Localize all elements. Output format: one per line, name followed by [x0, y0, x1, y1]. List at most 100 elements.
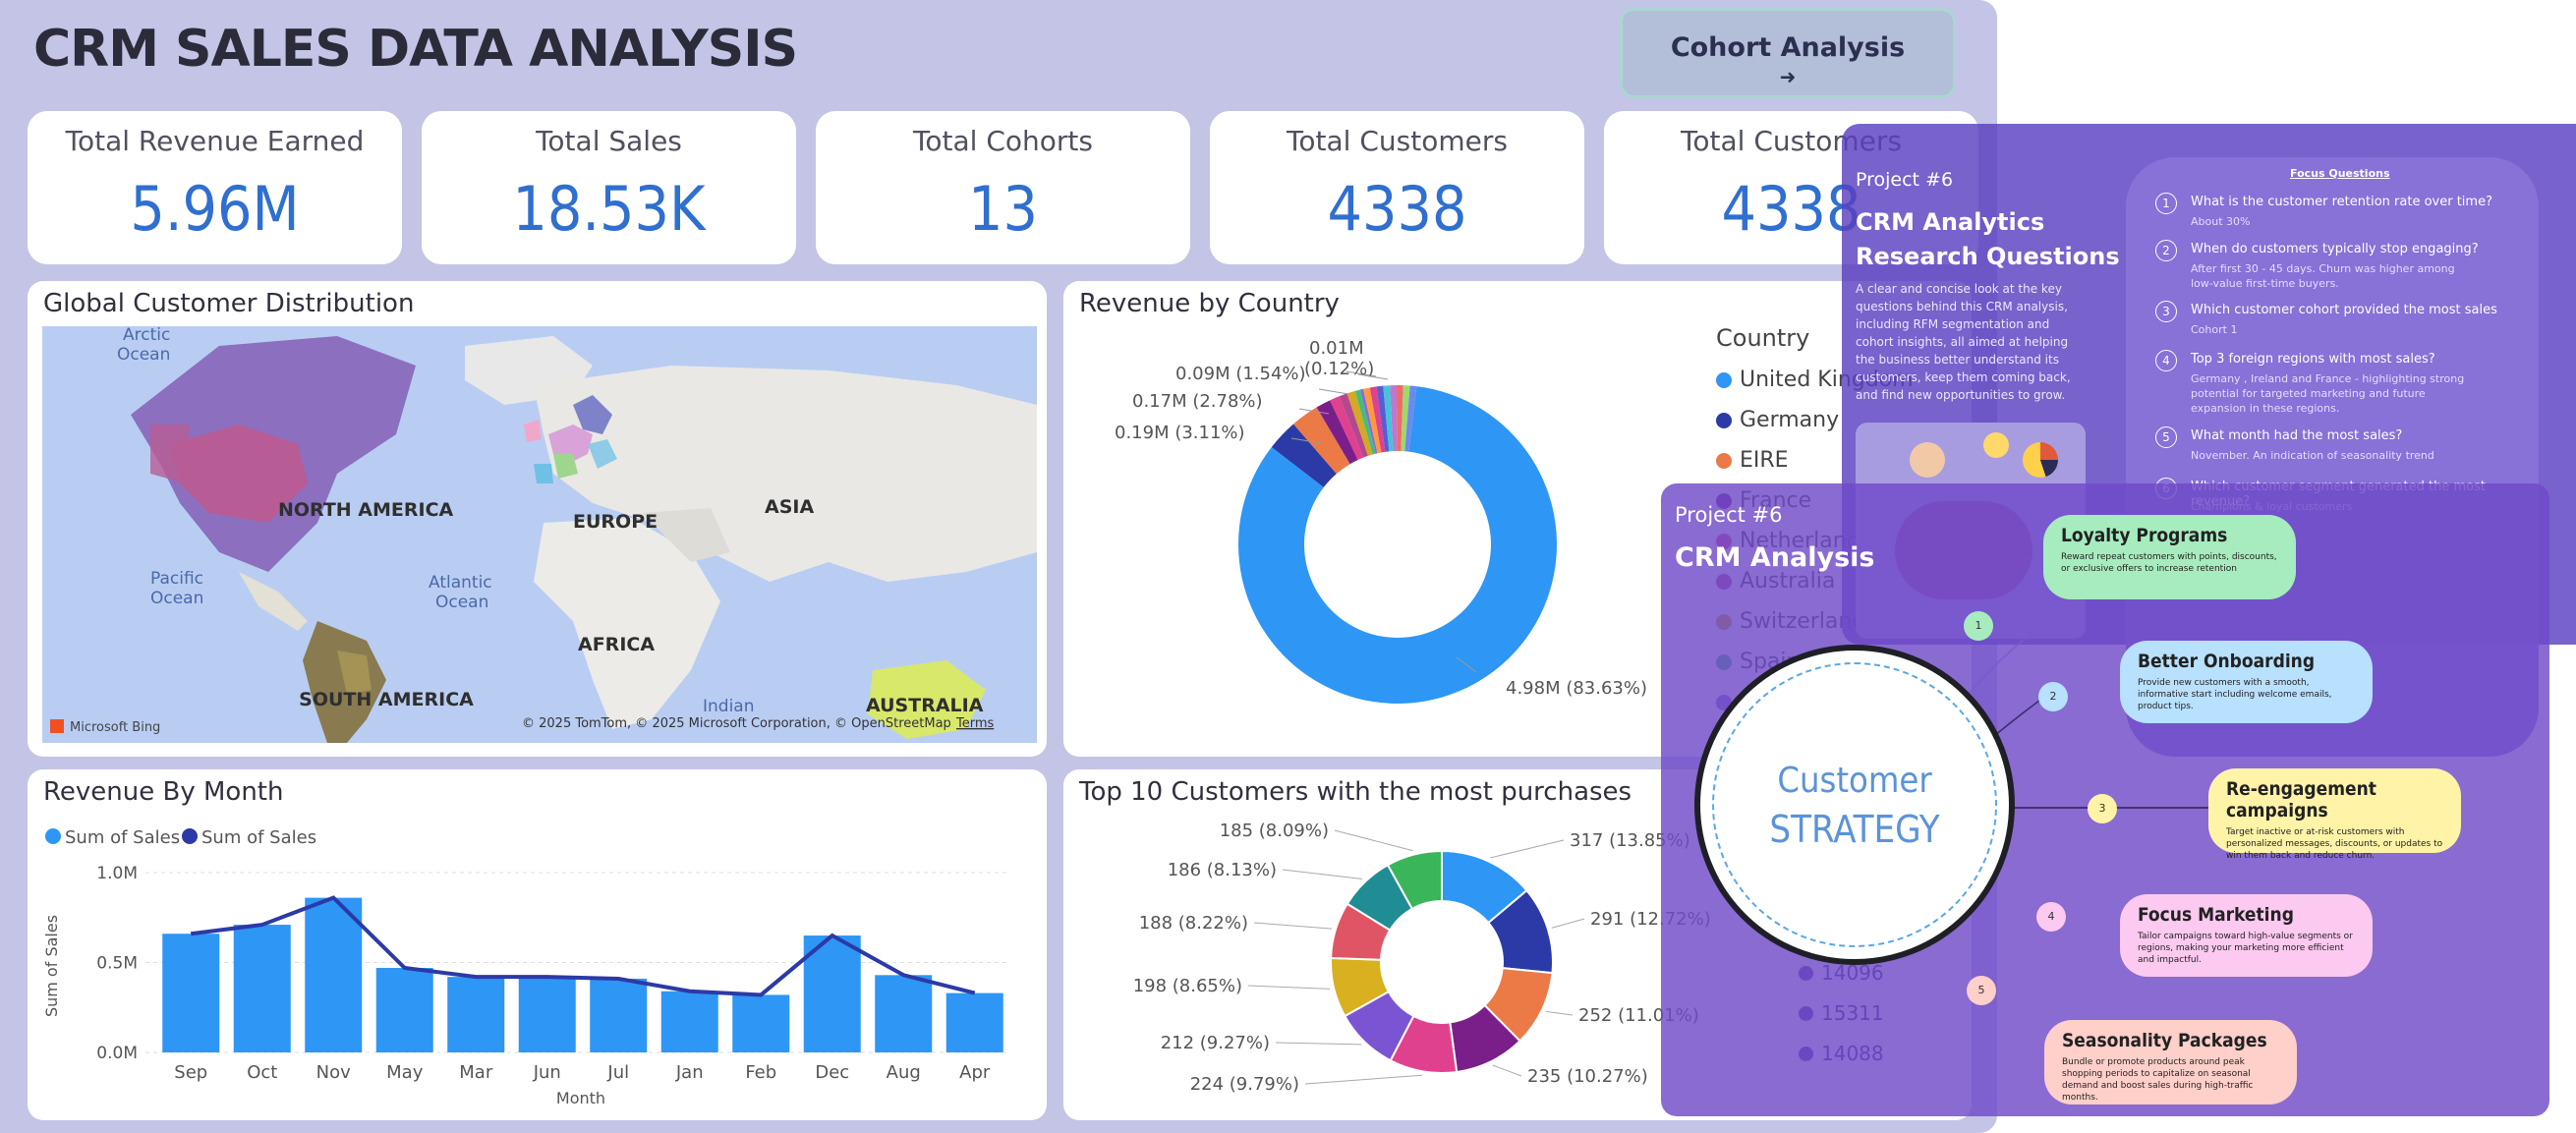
bar-sep	[162, 934, 220, 1052]
x-tick-label: Aug	[887, 1062, 921, 1083]
x-tick-label: Feb	[745, 1062, 776, 1083]
research-title-1: CRM Analytics	[1856, 208, 2045, 236]
research-description: A clear and concise look at the key ques…	[1856, 282, 2071, 402]
bar-dec	[803, 935, 861, 1052]
bar-jul	[590, 978, 648, 1052]
y-tick-label: 0.5M	[96, 954, 138, 974]
strategy-item-re-engagement-campaigns: Re-engagement campaigns Target inactive o…	[2208, 768, 2461, 861]
svg-text:Arctic: Arctic	[123, 326, 170, 345]
country-slice-spain	[1354, 389, 1376, 455]
svg-text:Indian: Indian	[703, 697, 755, 716]
strategy-item-title: Focus Marketing	[2138, 904, 2294, 926]
country-slice-other	[1383, 385, 1394, 452]
question-text: Which customer cohort provided the most …	[2191, 303, 2497, 317]
sales-line	[190, 895, 976, 997]
bar-apr	[945, 992, 1003, 1052]
strategy-item-desc: Tailor campaigns toward high-value segme…	[2138, 932, 2353, 965]
map-label-north-america: NORTH AMERICA	[278, 499, 454, 521]
month-legend-label: Sum of Sales	[201, 827, 316, 848]
top10-data-label: 317 (13.85%)	[1570, 830, 1690, 851]
legend-marker	[1716, 452, 1732, 469]
svg-text:AFRICA: AFRICA	[578, 634, 655, 655]
world-map[interactable]: Arctic Ocean NORTH AMERICA EUROPE ASIA P…	[42, 326, 1037, 743]
legend-label: EIRE	[1740, 448, 1789, 473]
kpi-card-total-customers: Total Customers 4338	[1210, 111, 1584, 264]
kpi-value: 4338	[1327, 173, 1467, 245]
svg-text:Ocean: Ocean	[435, 593, 488, 612]
month-legend-label: Sum of Sales	[65, 827, 180, 848]
revenue-by-month-chart[interactable]: Sum of Sales Sum of Sales 1.0M 0.5M 0.0M Sum …	[28, 769, 1047, 1120]
legend-marker	[1716, 412, 1732, 428]
strategy-step-3: 3	[2088, 794, 2117, 823]
x-tick-label: Oct	[247, 1062, 277, 1083]
question-number: 5	[2155, 426, 2177, 448]
x-tick-label: May	[386, 1062, 424, 1083]
strategy-item-title: Better Onboarding	[2138, 651, 2316, 672]
question-text: When do customers typically stop engagin…	[2191, 242, 2479, 256]
svg-text:SOUTH AMERICA: SOUTH AMERICA	[299, 689, 474, 710]
kpi-value: 18.53K	[512, 173, 706, 245]
x-tick-label: Apr	[959, 1062, 991, 1083]
x-axis-label: Month	[556, 1089, 605, 1107]
country-slice-france	[1316, 400, 1358, 465]
country-slice-other	[1404, 385, 1417, 452]
strategy-item-seasonality-packages: Seasonality Packages Bundle or promote pr…	[2044, 1020, 2297, 1105]
customer-strategy-circle: Customer STRATEGY	[1694, 645, 2015, 965]
x-tick-label: Jul	[606, 1062, 629, 1083]
svg-text:ASIA: ASIA	[765, 496, 814, 518]
question-answer: After first 30 - 45 days. Churn was high…	[2191, 262, 2455, 290]
kpi-value: 4338	[1721, 173, 1861, 245]
strategy-item-loyalty-programs: Loyalty Programs Reward repeat customers …	[2043, 515, 2296, 599]
legend-marker	[45, 828, 61, 844]
bar-aug	[875, 975, 933, 1052]
research-project-label: Project #6	[1856, 169, 1954, 191]
legend-marker	[1716, 371, 1732, 388]
x-tick-label: Mar	[459, 1062, 493, 1083]
country-data-label: 0.17M (2.78%)	[1132, 391, 1263, 412]
circle-text-1: Customer	[1777, 761, 1932, 801]
bar-nov	[305, 897, 363, 1052]
legend-label: Germany	[1740, 408, 1840, 432]
y-axis-label: Sum of Sales	[42, 915, 61, 1017]
strategy-step-2: 2	[2038, 682, 2068, 711]
x-tick-label: Nov	[316, 1062, 351, 1083]
country-slice-other	[1363, 387, 1382, 454]
kpi-label: Total Cohorts	[913, 125, 1093, 157]
x-tick-label: Dec	[815, 1062, 849, 1083]
bar-feb	[732, 994, 790, 1052]
strategy-item-desc: Bundle or promote products around peak s…	[2062, 1057, 2254, 1103]
circle-text-2: STRATEGY	[1769, 808, 1940, 851]
svg-text:EUROPE: EUROPE	[573, 511, 658, 533]
country-slice-other	[1390, 385, 1398, 452]
legend-item-eire[interactable]: EIRE	[1716, 440, 1972, 481]
x-tick-label: Sep	[174, 1062, 207, 1083]
strategy-step-5: 5	[1967, 976, 1996, 1005]
revenue-by-country-donut[interactable]: 4.98M (83.63%) 0.19M (3.11%) 0.17M (2.78%)…	[1063, 281, 1972, 757]
svg-text:Terms: Terms	[955, 716, 995, 731]
kpi-card-total-cohorts: Total Cohorts 13	[816, 111, 1190, 264]
lightbulb-icon	[1983, 432, 2009, 458]
x-tick-label: Jun	[533, 1062, 561, 1083]
kpi-value: 13	[968, 173, 1038, 245]
top10-slice	[1386, 849, 1443, 911]
question-number: 1	[2155, 193, 2177, 214]
svg-text:Pacific: Pacific	[150, 569, 203, 589]
question-text: What is the customer retention rate over…	[2191, 195, 2492, 209]
legend-item-germany[interactable]: Germany	[1716, 400, 1972, 440]
strategy-item-better-onboarding: Better Onboarding Provide new customers w…	[2120, 641, 2373, 723]
question-text: What month had the most sales?	[2191, 428, 2403, 443]
legend-marker	[182, 828, 198, 844]
country-data-label: 0.01M	[1309, 338, 1364, 359]
arrow-right-icon: ➜	[1779, 65, 1797, 88]
strategy-item-title: Loyalty Programs	[2061, 525, 2228, 546]
strategy-step-1: 1	[1964, 611, 1993, 641]
person-illustration	[1910, 442, 1945, 478]
cohort-analysis-button[interactable]: Cohort Analysis ➜	[1620, 8, 1956, 98]
country-slice-united-kingdom	[1238, 386, 1557, 704]
bar-jan	[660, 991, 718, 1052]
question-number: 3	[2155, 301, 2177, 322]
country-slice-switzerland	[1346, 390, 1373, 456]
map-title: Global Customer Distribution	[43, 289, 415, 318]
question-text: Top 3 foreign regions with most sales?	[2191, 352, 2435, 367]
kpi-card-total-revenue: Total Revenue Earned 5.96M	[28, 111, 402, 264]
